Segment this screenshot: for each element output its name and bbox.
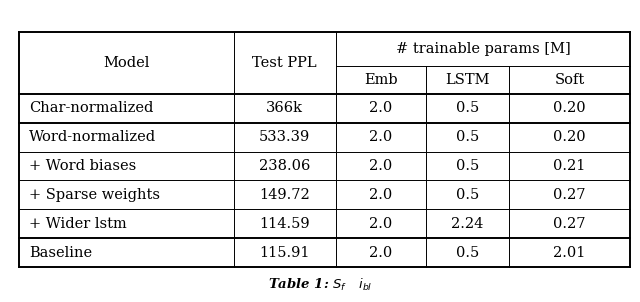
Text: 2.0: 2.0 xyxy=(369,159,392,173)
Text: 366k: 366k xyxy=(266,101,303,115)
Text: # trainable params [M]: # trainable params [M] xyxy=(396,42,571,56)
Text: 149.72: 149.72 xyxy=(259,188,310,202)
Text: 533.39: 533.39 xyxy=(259,130,310,144)
Text: Emb: Emb xyxy=(364,73,397,87)
Text: 2.01: 2.01 xyxy=(554,246,586,260)
Text: 2.0: 2.0 xyxy=(369,130,392,144)
Text: 0.20: 0.20 xyxy=(554,130,586,144)
Text: 2.0: 2.0 xyxy=(369,188,392,202)
Text: Baseline: Baseline xyxy=(29,246,92,260)
Text: 0.20: 0.20 xyxy=(554,101,586,115)
Text: LSTM: LSTM xyxy=(445,73,490,87)
Text: + Wider lstm: + Wider lstm xyxy=(29,217,127,231)
Text: Test PPL: Test PPL xyxy=(253,56,317,70)
Text: 0.21: 0.21 xyxy=(554,159,586,173)
Text: 0.5: 0.5 xyxy=(456,159,479,173)
Text: 0.5: 0.5 xyxy=(456,246,479,260)
Text: 0.5: 0.5 xyxy=(456,188,479,202)
Text: Word-normalized: Word-normalized xyxy=(29,130,156,144)
Text: 0.5: 0.5 xyxy=(456,130,479,144)
Text: 2.24: 2.24 xyxy=(451,217,483,231)
Text: 0.27: 0.27 xyxy=(554,188,586,202)
Text: Table 1: $S_f$   $i_{bl}$: Table 1: $S_f$ $i_{bl}$ xyxy=(268,277,372,294)
Text: Char-normalized: Char-normalized xyxy=(29,101,153,115)
Text: + Sparse weights: + Sparse weights xyxy=(29,188,160,202)
Text: Model: Model xyxy=(103,56,150,70)
Text: 2.0: 2.0 xyxy=(369,101,392,115)
Text: 2.0: 2.0 xyxy=(369,217,392,231)
Text: 0.5: 0.5 xyxy=(456,101,479,115)
Text: 114.59: 114.59 xyxy=(259,217,310,231)
Text: 115.91: 115.91 xyxy=(260,246,310,260)
Text: 238.06: 238.06 xyxy=(259,159,310,173)
Text: Soft: Soft xyxy=(554,73,585,87)
Text: 0.27: 0.27 xyxy=(554,217,586,231)
Text: 2.0: 2.0 xyxy=(369,246,392,260)
Text: + Word biases: + Word biases xyxy=(29,159,136,173)
